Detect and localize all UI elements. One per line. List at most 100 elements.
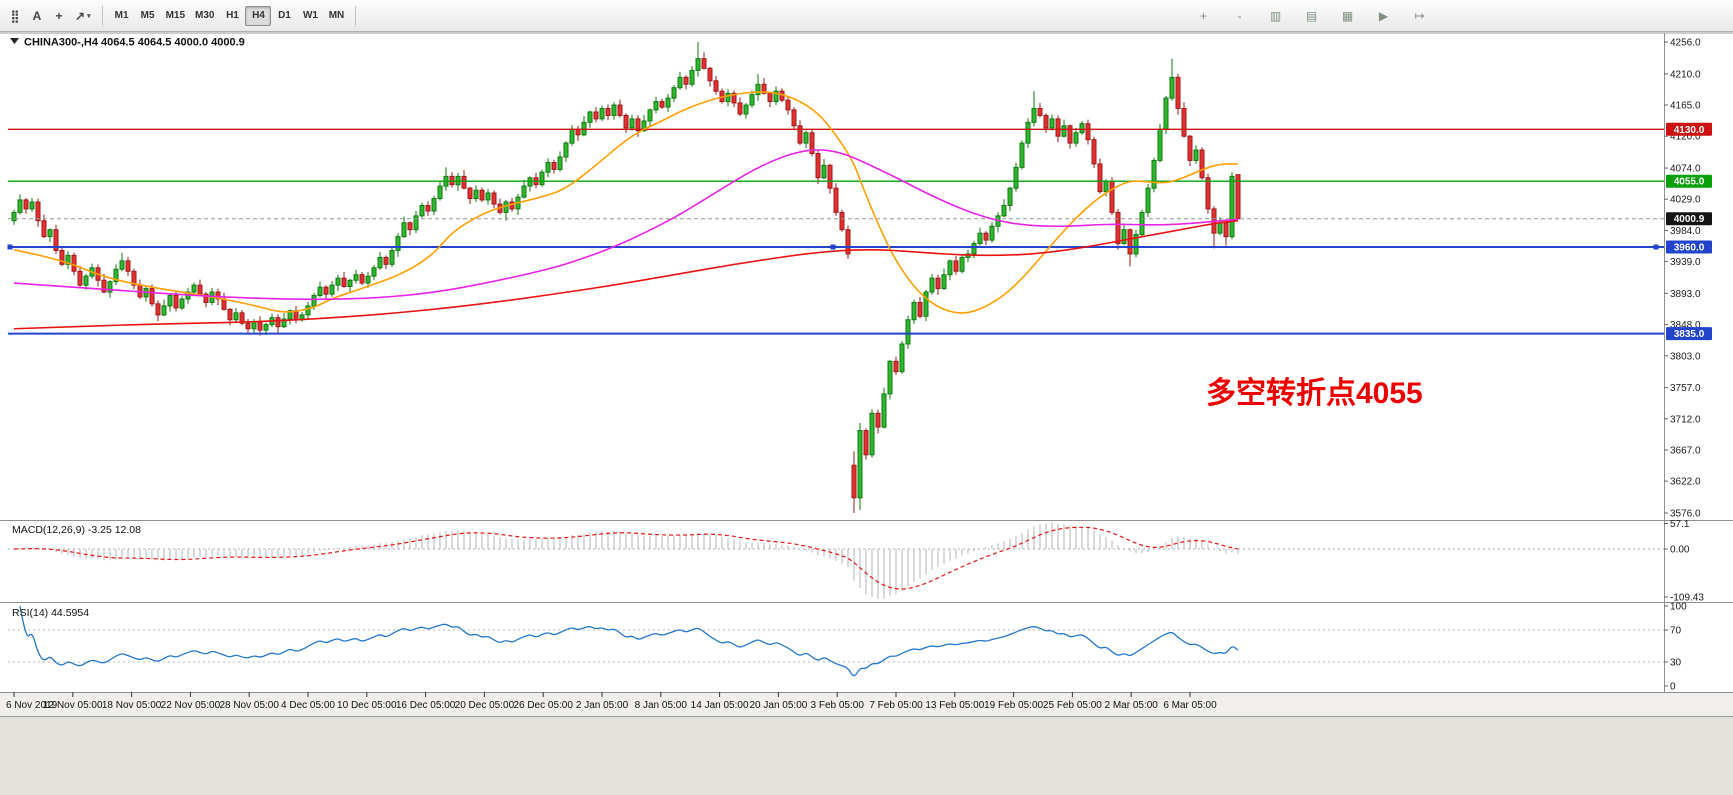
- candle-body: [821, 164, 827, 179]
- text-label-tool-icon[interactable]: A: [26, 6, 48, 26]
- candle-body: [797, 125, 803, 144]
- crosshair-tool-icon[interactable]: +: [48, 6, 70, 26]
- timeframe-button-m30[interactable]: M30: [195, 10, 215, 21]
- candle-body: [341, 277, 347, 288]
- bar-chart-mode-icon[interactable]: ▤: [1305, 8, 1318, 23]
- candle-body: [1157, 128, 1163, 161]
- candle-body: [353, 274, 359, 281]
- hline-price-tag-label: 4055.0: [1674, 177, 1705, 188]
- toolbar-separator: [101, 5, 103, 26]
- candlestick-series: [11, 42, 1241, 513]
- toolbar-separator: [355, 5, 357, 26]
- candle-body: [203, 293, 209, 303]
- candle-body: [365, 275, 371, 284]
- rsi-scale-label: 70: [1670, 626, 1682, 637]
- timeframe-button-m15[interactable]: M15: [165, 10, 186, 21]
- candle-body: [47, 229, 53, 238]
- hline-price-tag: [1666, 174, 1712, 188]
- time-axis-background[interactable]: [0, 692, 1733, 716]
- candle-body: [869, 412, 875, 456]
- candle-body: [1025, 121, 1031, 144]
- candle-body: [839, 211, 845, 231]
- timeframe-button-mn[interactable]: MN: [328, 10, 345, 21]
- candle-body: [305, 305, 311, 316]
- candle-body: [953, 260, 959, 272]
- line-selection-handle[interactable]: [830, 244, 836, 250]
- candle-body: [1055, 118, 1061, 137]
- chart-canvas[interactable]: 多空转折点4055 CHINA300-,H4 4064.5 4064.5 4000…: [0, 32, 1733, 716]
- arrow-draw-tool-glyph: ↗: [75, 8, 86, 23]
- time-scale-label: 2 Mar 05:00: [1105, 700, 1159, 711]
- zoom-in-icon[interactable]: +: [1199, 8, 1207, 23]
- chart-shift-icon[interactable]: ↦: [1414, 8, 1425, 23]
- candle-body: [371, 267, 377, 277]
- timeframe-button-h1[interactable]: H1: [226, 10, 239, 21]
- candle-body: [731, 92, 737, 104]
- chart-tools-toolbar: + - ▥ ▤ ▦ ▶ ↦: [1192, 6, 1430, 26]
- annotation-text[interactable]: 多空转折点4055: [1206, 377, 1423, 410]
- price-scale-label: 3893.0: [1670, 289, 1701, 300]
- candle-body: [959, 256, 965, 272]
- price-scale-label: 3576.0: [1670, 509, 1701, 520]
- candle-body: [1175, 76, 1181, 109]
- candle-body: [863, 430, 869, 456]
- candle-body: [257, 321, 263, 331]
- window-background-strip: [0, 716, 1733, 795]
- price-scale-label: 3622.0: [1670, 477, 1701, 488]
- timeframe-button-m1[interactable]: M1: [114, 10, 129, 21]
- time-scale-label: 10 Dec 05:00: [337, 700, 397, 711]
- candle-body: [503, 201, 509, 213]
- candle-body: [287, 310, 293, 320]
- candle-body: [1073, 132, 1079, 144]
- candle-body: [977, 232, 983, 245]
- candle-body: [851, 464, 857, 499]
- one-click-trading-toggle[interactable]: [10, 38, 19, 44]
- time-scale-label: 18 Nov 05:00: [102, 700, 162, 711]
- candle-body: [419, 204, 425, 217]
- candle-body: [629, 118, 635, 129]
- hline-price-tag-label: 4130.0: [1674, 125, 1705, 136]
- timeframe-button-d1[interactable]: D1: [278, 10, 291, 21]
- toolbar-grip-icon[interactable]: ⣿: [4, 6, 26, 26]
- price-scale-label: 4074.0: [1670, 164, 1701, 175]
- time-scale-label: 12 Nov 05:00: [43, 700, 103, 711]
- line-selection-handle[interactable]: [1653, 244, 1659, 250]
- candle-body: [221, 298, 227, 310]
- line-selection-handle[interactable]: [7, 244, 13, 250]
- candle-body: [989, 225, 995, 241]
- bid-price-tag: [1666, 212, 1712, 226]
- timeframe-button-m5[interactable]: M5: [140, 10, 155, 21]
- ma-mid-line: [13, 149, 1239, 301]
- candle-body: [653, 101, 659, 111]
- rsi-scale-label: 30: [1670, 658, 1682, 669]
- arrow-draw-tool-icon[interactable]: ↗ ▾: [70, 6, 96, 26]
- price-scale-label: 4210.0: [1670, 69, 1701, 80]
- time-scale-label: 4 Dec 05:00: [281, 700, 335, 711]
- timeframe-button-h4[interactable]: H4: [245, 5, 272, 26]
- candle-body: [599, 107, 605, 120]
- candle-body: [1229, 175, 1235, 238]
- candle-body: [941, 274, 947, 290]
- line-studies-toolbar: ⣿ A + ↗ ▾: [4, 6, 96, 26]
- candle-body: [311, 295, 317, 307]
- candle-body: [1139, 211, 1145, 236]
- candle-body: [467, 187, 473, 200]
- text-label-tool-glyph: A: [32, 8, 42, 23]
- candle-body: [179, 298, 185, 309]
- auto-scroll-icon[interactable]: ▶: [1378, 8, 1389, 23]
- candle-body: [167, 295, 173, 307]
- candle-body: [1205, 177, 1211, 210]
- candle-body: [173, 295, 179, 309]
- timeframe-button-w1[interactable]: W1: [302, 10, 318, 21]
- zoom-out-icon[interactable]: -: [1237, 8, 1242, 23]
- candle-body: [605, 107, 611, 116]
- candle-body: [611, 104, 617, 116]
- grid-toggle-icon[interactable]: ▦: [1341, 8, 1354, 23]
- price-scale-label: 4120.0: [1670, 132, 1701, 143]
- candle-body: [803, 132, 809, 144]
- candlestick-mode-icon[interactable]: ▥: [1269, 8, 1282, 23]
- chart-title-ohlc: CHINA300-,H4 4064.5 4064.5 4000.0 4000.9: [24, 37, 245, 49]
- candle-body: [983, 232, 989, 241]
- candle-body: [743, 104, 749, 115]
